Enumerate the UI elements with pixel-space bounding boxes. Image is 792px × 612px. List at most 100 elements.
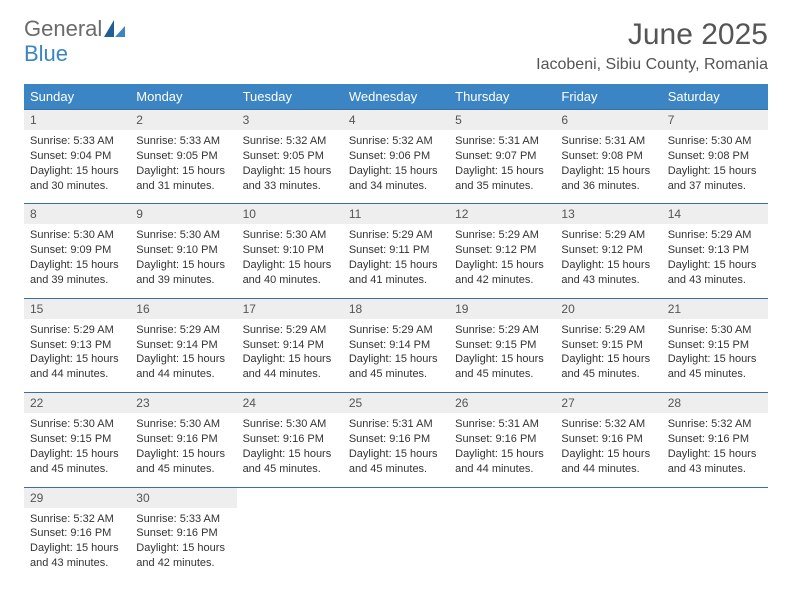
daylight2-line: and 36 minutes. <box>561 179 655 194</box>
day-content-cell: Sunrise: 5:29 AMSunset: 9:11 PMDaylight:… <box>343 224 449 298</box>
daylight1-line: Daylight: 15 hours <box>30 447 124 462</box>
sunset-line: Sunset: 9:14 PM <box>243 338 337 353</box>
day-number-cell: 13 <box>555 204 661 225</box>
sunrise-line: Sunrise: 5:29 AM <box>561 323 655 338</box>
daylight1-line: Daylight: 15 hours <box>455 352 549 367</box>
daylight2-line: and 44 minutes. <box>136 367 230 382</box>
day-number-cell <box>343 487 449 508</box>
header: General Blue June 2025 Iacobeni, Sibiu C… <box>24 18 768 74</box>
day-content-cell: Sunrise: 5:30 AMSunset: 9:16 PMDaylight:… <box>130 413 236 487</box>
sunrise-line: Sunrise: 5:30 AM <box>668 323 762 338</box>
daylight2-line: and 45 minutes. <box>455 367 549 382</box>
day-number-cell: 7 <box>662 110 768 131</box>
day-number-cell: 26 <box>449 393 555 414</box>
week-content-row: Sunrise: 5:30 AMSunset: 9:15 PMDaylight:… <box>24 413 768 487</box>
daylight2-line: and 31 minutes. <box>136 179 230 194</box>
day-number-cell: 27 <box>555 393 661 414</box>
day-content-cell: Sunrise: 5:29 AMSunset: 9:14 PMDaylight:… <box>237 319 343 393</box>
sunset-line: Sunset: 9:16 PM <box>136 432 230 447</box>
sunset-line: Sunset: 9:15 PM <box>668 338 762 353</box>
sunset-line: Sunset: 9:12 PM <box>455 243 549 258</box>
daylight1-line: Daylight: 15 hours <box>30 541 124 556</box>
day-content-cell: Sunrise: 5:29 AMSunset: 9:13 PMDaylight:… <box>662 224 768 298</box>
day-number-cell <box>555 487 661 508</box>
calendar-table: Sunday Monday Tuesday Wednesday Thursday… <box>24 84 768 581</box>
sunset-line: Sunset: 9:16 PM <box>136 526 230 541</box>
daylight2-line: and 42 minutes. <box>455 273 549 288</box>
day-number-cell: 23 <box>130 393 236 414</box>
day-number-cell: 3 <box>237 110 343 131</box>
day-content-cell: Sunrise: 5:31 AMSunset: 9:08 PMDaylight:… <box>555 130 661 204</box>
day-number-cell: 30 <box>130 487 236 508</box>
day-number: 23 <box>136 396 149 410</box>
day-number: 4 <box>349 113 356 127</box>
sunrise-line: Sunrise: 5:30 AM <box>243 417 337 432</box>
daylight2-line: and 41 minutes. <box>349 273 443 288</box>
sunset-line: Sunset: 9:14 PM <box>349 338 443 353</box>
week-daynum-row: 1234567 <box>24 110 768 131</box>
day-number-cell: 17 <box>237 298 343 319</box>
day-number: 11 <box>349 207 361 221</box>
daylight1-line: Daylight: 15 hours <box>30 164 124 179</box>
sunset-line: Sunset: 9:13 PM <box>30 338 124 353</box>
sunrise-line: Sunrise: 5:31 AM <box>455 134 549 149</box>
sunset-line: Sunset: 9:15 PM <box>561 338 655 353</box>
day-number-cell: 1 <box>24 110 130 131</box>
sunrise-line: Sunrise: 5:30 AM <box>668 134 762 149</box>
sunrise-line: Sunrise: 5:29 AM <box>561 228 655 243</box>
daylight2-line: and 45 minutes. <box>668 367 762 382</box>
sunrise-line: Sunrise: 5:33 AM <box>136 134 230 149</box>
sunset-line: Sunset: 9:16 PM <box>455 432 549 447</box>
daylight2-line: and 37 minutes. <box>668 179 762 194</box>
daylight2-line: and 45 minutes. <box>349 367 443 382</box>
day-number: 19 <box>455 302 468 316</box>
day-content-cell: Sunrise: 5:30 AMSunset: 9:10 PMDaylight:… <box>130 224 236 298</box>
day-number: 7 <box>668 113 675 127</box>
day-number: 6 <box>561 113 568 127</box>
sunrise-line: Sunrise: 5:29 AM <box>455 228 549 243</box>
day-content-cell: Sunrise: 5:32 AMSunset: 9:05 PMDaylight:… <box>237 130 343 204</box>
daylight1-line: Daylight: 15 hours <box>136 258 230 273</box>
day-number-cell <box>662 487 768 508</box>
daylight1-line: Daylight: 15 hours <box>30 352 124 367</box>
logo: General Blue <box>24 18 126 66</box>
week-content-row: Sunrise: 5:33 AMSunset: 9:04 PMDaylight:… <box>24 130 768 204</box>
sunrise-line: Sunrise: 5:29 AM <box>349 228 443 243</box>
day-number: 22 <box>30 396 43 410</box>
day-number: 20 <box>561 302 574 316</box>
day-content-cell: Sunrise: 5:29 AMSunset: 9:14 PMDaylight:… <box>343 319 449 393</box>
day-content-cell: Sunrise: 5:32 AMSunset: 9:06 PMDaylight:… <box>343 130 449 204</box>
sunrise-line: Sunrise: 5:32 AM <box>243 134 337 149</box>
day-content-cell <box>449 508 555 581</box>
day-number: 1 <box>30 113 37 127</box>
sunrise-line: Sunrise: 5:31 AM <box>349 417 443 432</box>
sunrise-line: Sunrise: 5:32 AM <box>349 134 443 149</box>
daylight2-line: and 35 minutes. <box>455 179 549 194</box>
day-number: 12 <box>455 207 468 221</box>
day-header-row: Sunday Monday Tuesday Wednesday Thursday… <box>24 84 768 110</box>
day-number: 13 <box>561 207 574 221</box>
week-content-row: Sunrise: 5:30 AMSunset: 9:09 PMDaylight:… <box>24 224 768 298</box>
day-header: Tuesday <box>237 84 343 110</box>
day-content-cell <box>237 508 343 581</box>
day-number-cell: 19 <box>449 298 555 319</box>
day-content-cell: Sunrise: 5:33 AMSunset: 9:05 PMDaylight:… <box>130 130 236 204</box>
daylight2-line: and 44 minutes. <box>561 462 655 477</box>
day-content-cell: Sunrise: 5:29 AMSunset: 9:15 PMDaylight:… <box>555 319 661 393</box>
sunrise-line: Sunrise: 5:29 AM <box>30 323 124 338</box>
day-number-cell: 20 <box>555 298 661 319</box>
daylight2-line: and 44 minutes. <box>243 367 337 382</box>
day-content-cell: Sunrise: 5:29 AMSunset: 9:12 PMDaylight:… <box>555 224 661 298</box>
day-number-cell: 10 <box>237 204 343 225</box>
day-number-cell: 4 <box>343 110 449 131</box>
sunset-line: Sunset: 9:07 PM <box>455 149 549 164</box>
sunrise-line: Sunrise: 5:30 AM <box>30 228 124 243</box>
day-number: 30 <box>136 491 149 505</box>
day-content-cell: Sunrise: 5:30 AMSunset: 9:09 PMDaylight:… <box>24 224 130 298</box>
sunrise-line: Sunrise: 5:32 AM <box>668 417 762 432</box>
day-content-cell: Sunrise: 5:32 AMSunset: 9:16 PMDaylight:… <box>24 508 130 581</box>
day-number-cell: 6 <box>555 110 661 131</box>
sunrise-line: Sunrise: 5:30 AM <box>136 228 230 243</box>
sunrise-line: Sunrise: 5:29 AM <box>668 228 762 243</box>
daylight2-line: and 45 minutes. <box>561 367 655 382</box>
